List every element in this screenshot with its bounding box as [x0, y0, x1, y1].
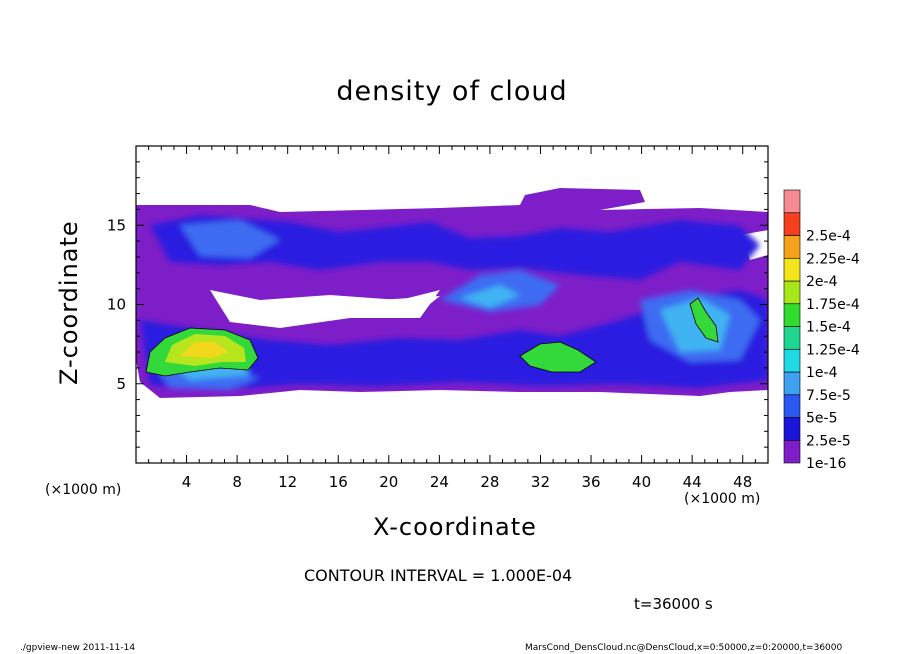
y-ticks: 5 10 15 — [107, 161, 768, 448]
x-tick-label: 32 — [531, 473, 550, 491]
x-tick-label: 24 — [430, 473, 449, 491]
cloud-layer-2.5e-5 — [140, 290, 768, 390]
colorbar-label: 2.5e-5 — [806, 433, 851, 449]
plot-area — [136, 188, 768, 398]
y-axis-title: Z-coordinate — [55, 220, 83, 385]
colorbar-label: 2.5e-4 — [806, 229, 851, 245]
colorbar-swatch — [783, 303, 801, 327]
x-tick-label: 4 — [182, 473, 192, 491]
x-tick-label: 20 — [379, 473, 398, 491]
cloud-core-mid — [519, 341, 597, 373]
x-unit-left: (×1000 m) — [45, 482, 122, 498]
colorbar-label: 1.75e-4 — [806, 297, 860, 313]
x-tick-label: 16 — [329, 473, 348, 491]
contour-interval: CONTOUR INTERVAL = 1.000E-04 — [304, 566, 573, 585]
colorbar-swatch — [783, 348, 801, 373]
cloud-core-right — [689, 297, 719, 343]
cloud-layer-5e-5 — [180, 220, 280, 258]
colorbar-label: 1e-4 — [806, 365, 838, 381]
colorbar: 1e-16 2.5e-5 5e-5 7.5e-5 1e-4 1.25e-4 1.5e-4 1.… — [783, 189, 860, 472]
colorbar-swatch — [783, 371, 801, 396]
colorbar-swatch — [783, 394, 801, 418]
colorbar-swatch — [783, 189, 801, 214]
colorbar-swatch — [783, 439, 801, 464]
cloud-core-left-peak — [180, 342, 228, 358]
cloud-gap — [210, 290, 440, 328]
colorbar-swatch — [783, 212, 801, 236]
x-tick-label: 28 — [480, 473, 499, 491]
colorbar-swatch — [783, 257, 801, 282]
y-tick-label: 5 — [116, 375, 126, 393]
colorbar-label: 2e-4 — [806, 274, 838, 290]
colorbar-label: 1.25e-4 — [806, 342, 860, 358]
x-tick-label: 48 — [733, 473, 752, 491]
cloud-gap — [380, 296, 440, 312]
x-ticks: 4 8 12 16 20 24 28 32 36 40 44 48 — [148, 146, 756, 491]
colorbar-label: 5e-5 — [806, 411, 837, 427]
x-tick-label: 8 — [232, 473, 242, 491]
colorbar-swatch — [783, 280, 801, 305]
colorbar-swatch — [783, 417, 801, 441]
x-tick-label: 40 — [632, 473, 651, 491]
colorbar-swatch — [783, 326, 801, 350]
x-unit-right: (×1000 m) — [684, 491, 761, 507]
colorbar-label: 2.25e-4 — [806, 251, 860, 267]
time-label: t=36000 s — [634, 595, 713, 613]
colorbar-swatch — [783, 235, 801, 259]
footer-left: ./gpview-new 2011-11-14 — [20, 643, 136, 653]
y-tick-label: 10 — [107, 296, 126, 314]
colorbar-label: 1.5e-4 — [806, 320, 851, 336]
colorbar-label: 7.5e-5 — [806, 388, 851, 404]
x-axis-title: X-coordinate — [373, 513, 537, 541]
colorbar-label: 1e-16 — [806, 456, 846, 472]
footer-right: MarsCond_DensCloud.nc@DensCloud,x=0:5000… — [525, 643, 843, 653]
y-tick-label: 15 — [107, 216, 126, 234]
x-tick-label: 12 — [278, 473, 297, 491]
cloud-layer-7.5e-5 — [460, 285, 520, 308]
chart-title: density of cloud — [336, 76, 568, 107]
x-tick-label: 36 — [581, 473, 600, 491]
cloud-layer-2.5e-5 — [150, 215, 760, 280]
x-tick-label: 44 — [683, 473, 702, 491]
